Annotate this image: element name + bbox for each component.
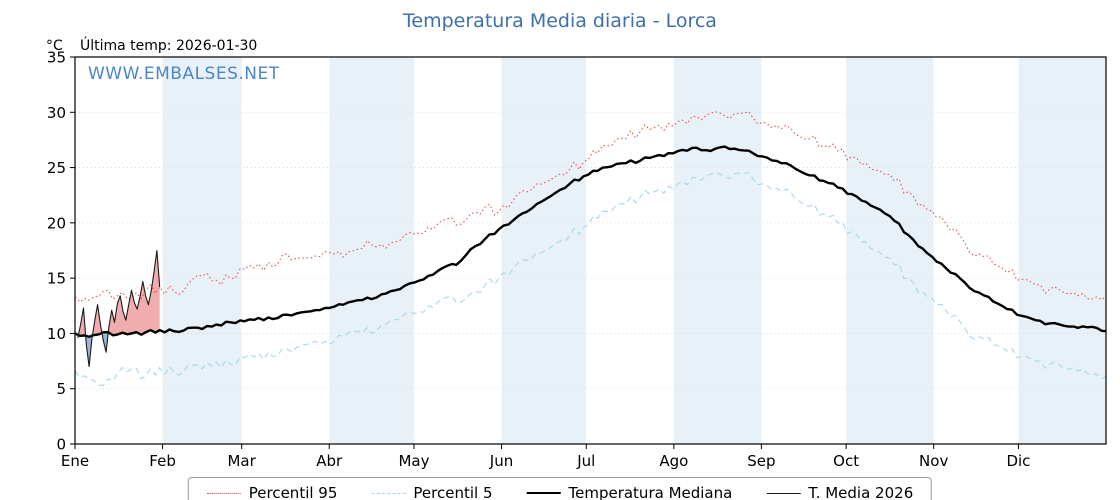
- y-tick-label: 30: [47, 104, 66, 122]
- legend-item-temperatura-mediana: Temperatura Mediana: [526, 484, 732, 500]
- legend-swatch-percentil-95: [206, 492, 241, 494]
- y-tick-label: 35: [47, 49, 66, 67]
- x-tick-label: Sep: [747, 452, 775, 470]
- chart-title: Temperatura Media diaria - Lorca: [403, 10, 717, 32]
- legend-swatch-percentil-5: [371, 492, 406, 494]
- series-temperatura-mediana: [74, 145, 1107, 338]
- x-tick-label: Jul: [576, 452, 595, 470]
- series-t-media-2026: [77, 249, 161, 368]
- x-tick-label: Nov: [919, 452, 948, 470]
- series-percentil-95: [74, 111, 1107, 303]
- x-tick-label: Mar: [227, 452, 256, 470]
- legend-swatch-t-media-2026: [766, 492, 801, 494]
- y-axis-unit-label: °C: [46, 38, 63, 54]
- x-tick-label: Abr: [316, 452, 343, 470]
- y-tick-label: 0: [56, 436, 66, 454]
- legend: Percentil 95 Percentil 5 Temperatura Med…: [187, 477, 933, 500]
- y-tick-label: 25: [47, 159, 66, 177]
- x-tick-label: Jun: [489, 452, 513, 470]
- legend-item-t-media-2026: T. Media 2026: [766, 484, 913, 500]
- y-tick-label: 20: [47, 214, 66, 232]
- y-tick-label: 10: [47, 325, 66, 343]
- legend-swatch-temperatura-mediana: [526, 492, 561, 494]
- series-percentil-5: [74, 172, 1107, 386]
- x-tick-label: Oct: [833, 452, 859, 470]
- y-tick-label: 5: [56, 380, 66, 398]
- x-tick-label: Dic: [1006, 452, 1030, 470]
- x-tick-label: May: [398, 452, 429, 470]
- fill-2026-vs-median: [77, 250, 160, 367]
- legend-label-t-media-2026: T. Media 2026: [808, 484, 914, 500]
- legend-item-percentil-5: Percentil 5: [371, 484, 492, 500]
- legend-label-percentil-95: Percentil 95: [248, 484, 338, 500]
- legend-item-percentil-95: Percentil 95: [206, 484, 338, 500]
- watermark: WWW.EMBALSES.NET: [88, 64, 280, 84]
- x-tick-label: Ago: [659, 452, 688, 470]
- y-tick-label: 15: [47, 270, 66, 288]
- axis-ticks-and-labels: Ene Feb Mar Abr May Jun Jul Ago Sep Oct Nov Dic 0 5 10…: [47, 49, 1031, 471]
- chart-canvas: Ene Feb Mar Abr May Jun Jul Ago Sep Oct Nov Dic 0 5 10…: [47, 49, 1107, 471]
- x-tick-label: Ene: [61, 452, 89, 470]
- x-tick-label: Feb: [149, 452, 176, 470]
- plot-frame: [74, 56, 1107, 445]
- month-bands: [162, 57, 1106, 444]
- legend-label-percentil-5: Percentil 5: [413, 484, 493, 500]
- last-temp-label: Última temp: 2026-01-30: [80, 38, 258, 54]
- legend-label-temperatura-mediana: Temperatura Mediana: [568, 484, 733, 500]
